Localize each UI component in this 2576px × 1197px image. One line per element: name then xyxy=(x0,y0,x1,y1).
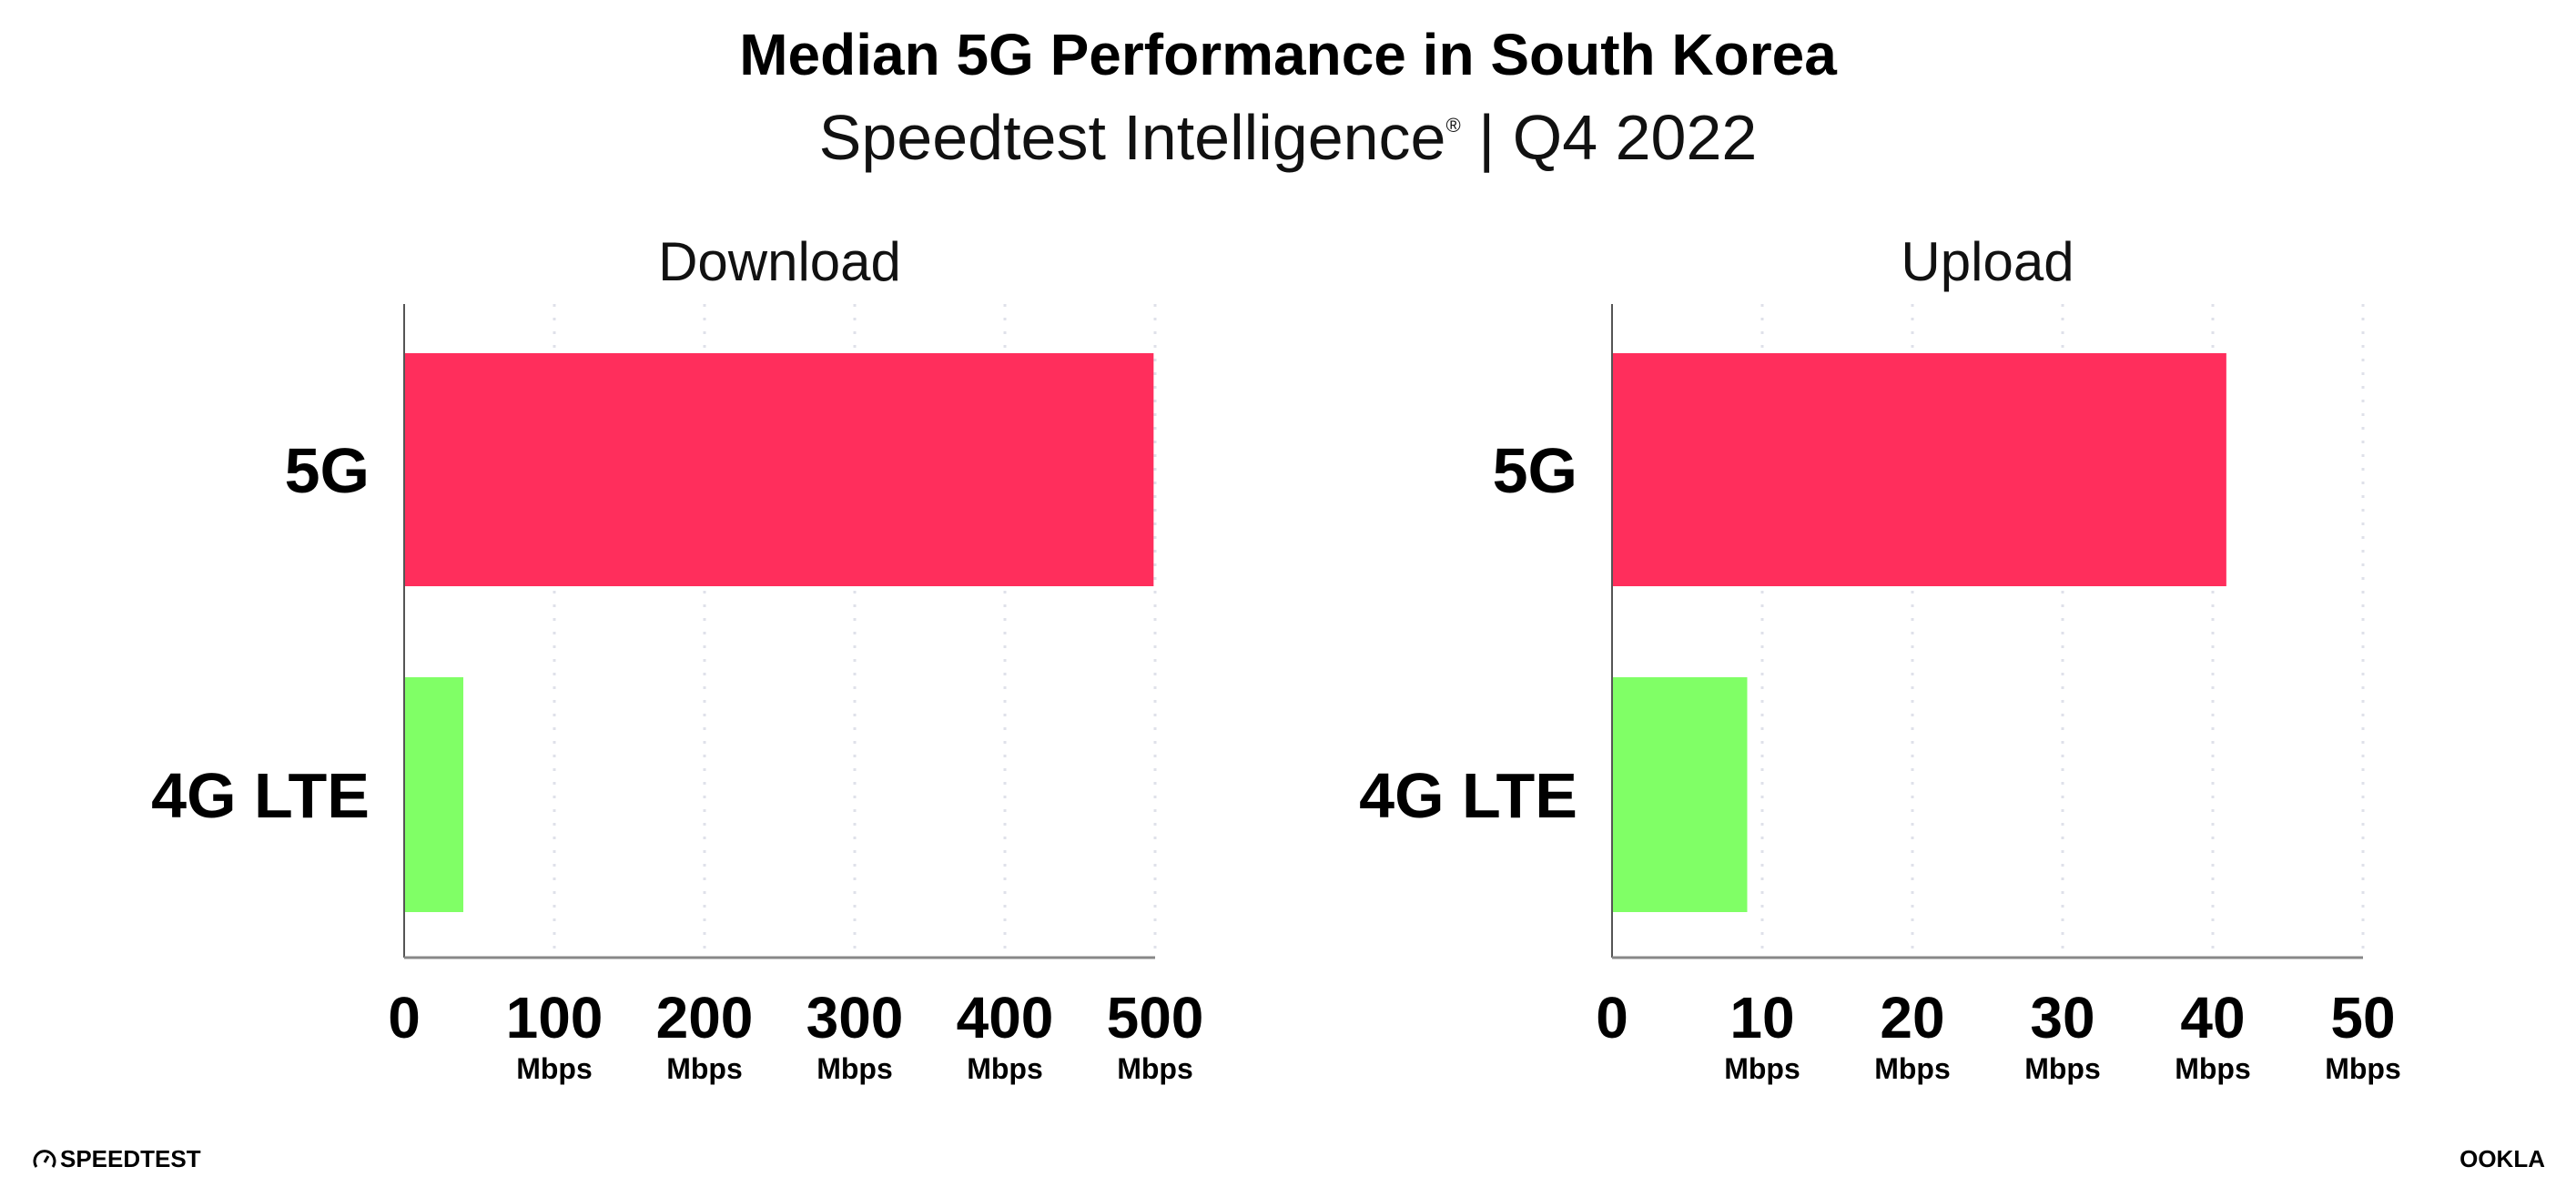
registered-mark: ® xyxy=(1445,114,1460,137)
x-tick-unit: Mbps xyxy=(1117,1052,1193,1085)
x-tick-unit: Mbps xyxy=(2175,1052,2251,1085)
x-tick-label: 0 xyxy=(388,985,421,1050)
bar-5g xyxy=(404,353,1154,586)
x-tick-unit: Mbps xyxy=(516,1052,593,1085)
x-tick-label: 300 xyxy=(806,985,904,1050)
category-label: 4G LTE xyxy=(1359,760,1577,831)
x-tick-unit: Mbps xyxy=(2024,1052,2101,1085)
x-tick-label: 10 xyxy=(1729,985,1794,1050)
chart-title: Median 5G Performance in South Korea xyxy=(739,22,1837,87)
x-tick-label: 400 xyxy=(957,985,1054,1050)
bar-5g xyxy=(1612,353,2226,586)
panel-title: Upload xyxy=(1901,231,2074,292)
x-tick-unit: Mbps xyxy=(1874,1052,1951,1085)
subtitle-rest: | Q4 2022 xyxy=(1461,102,1758,173)
x-tick-label: 50 xyxy=(2330,985,2395,1050)
panel-title: Download xyxy=(658,231,901,292)
x-tick-label: 500 xyxy=(1107,985,1204,1050)
x-tick-label: 20 xyxy=(1880,985,1944,1050)
chart-subtitle: Speedtest Intelligence® | Q4 2022 xyxy=(819,102,1758,173)
subtitle-main: Speedtest Intelligence xyxy=(819,102,1446,173)
speedtest-logo: SPEEDTEST xyxy=(33,1145,201,1172)
x-tick-unit: Mbps xyxy=(1724,1052,1800,1085)
x-tick-unit: Mbps xyxy=(967,1052,1043,1085)
x-tick-label: 200 xyxy=(656,985,754,1050)
x-tick-label: 0 xyxy=(1596,985,1628,1050)
ookla-logo: OOKLA xyxy=(2459,1145,2545,1172)
bar-4g-lte xyxy=(1612,677,1748,912)
x-tick-unit: Mbps xyxy=(2325,1052,2401,1085)
speedtest-logo-text: SPEEDTEST xyxy=(60,1145,201,1172)
x-tick-unit: Mbps xyxy=(816,1052,893,1085)
speedometer-icon xyxy=(33,1150,56,1168)
x-tick-label: 40 xyxy=(2180,985,2245,1050)
category-label: 5G xyxy=(1493,435,1577,506)
x-tick-label: 30 xyxy=(2030,985,2094,1050)
category-label: 4G LTE xyxy=(151,760,370,831)
bar-4g-lte xyxy=(404,677,464,912)
x-tick-label: 100 xyxy=(506,985,603,1050)
x-tick-unit: Mbps xyxy=(666,1052,743,1085)
category-label: 5G xyxy=(285,435,370,506)
